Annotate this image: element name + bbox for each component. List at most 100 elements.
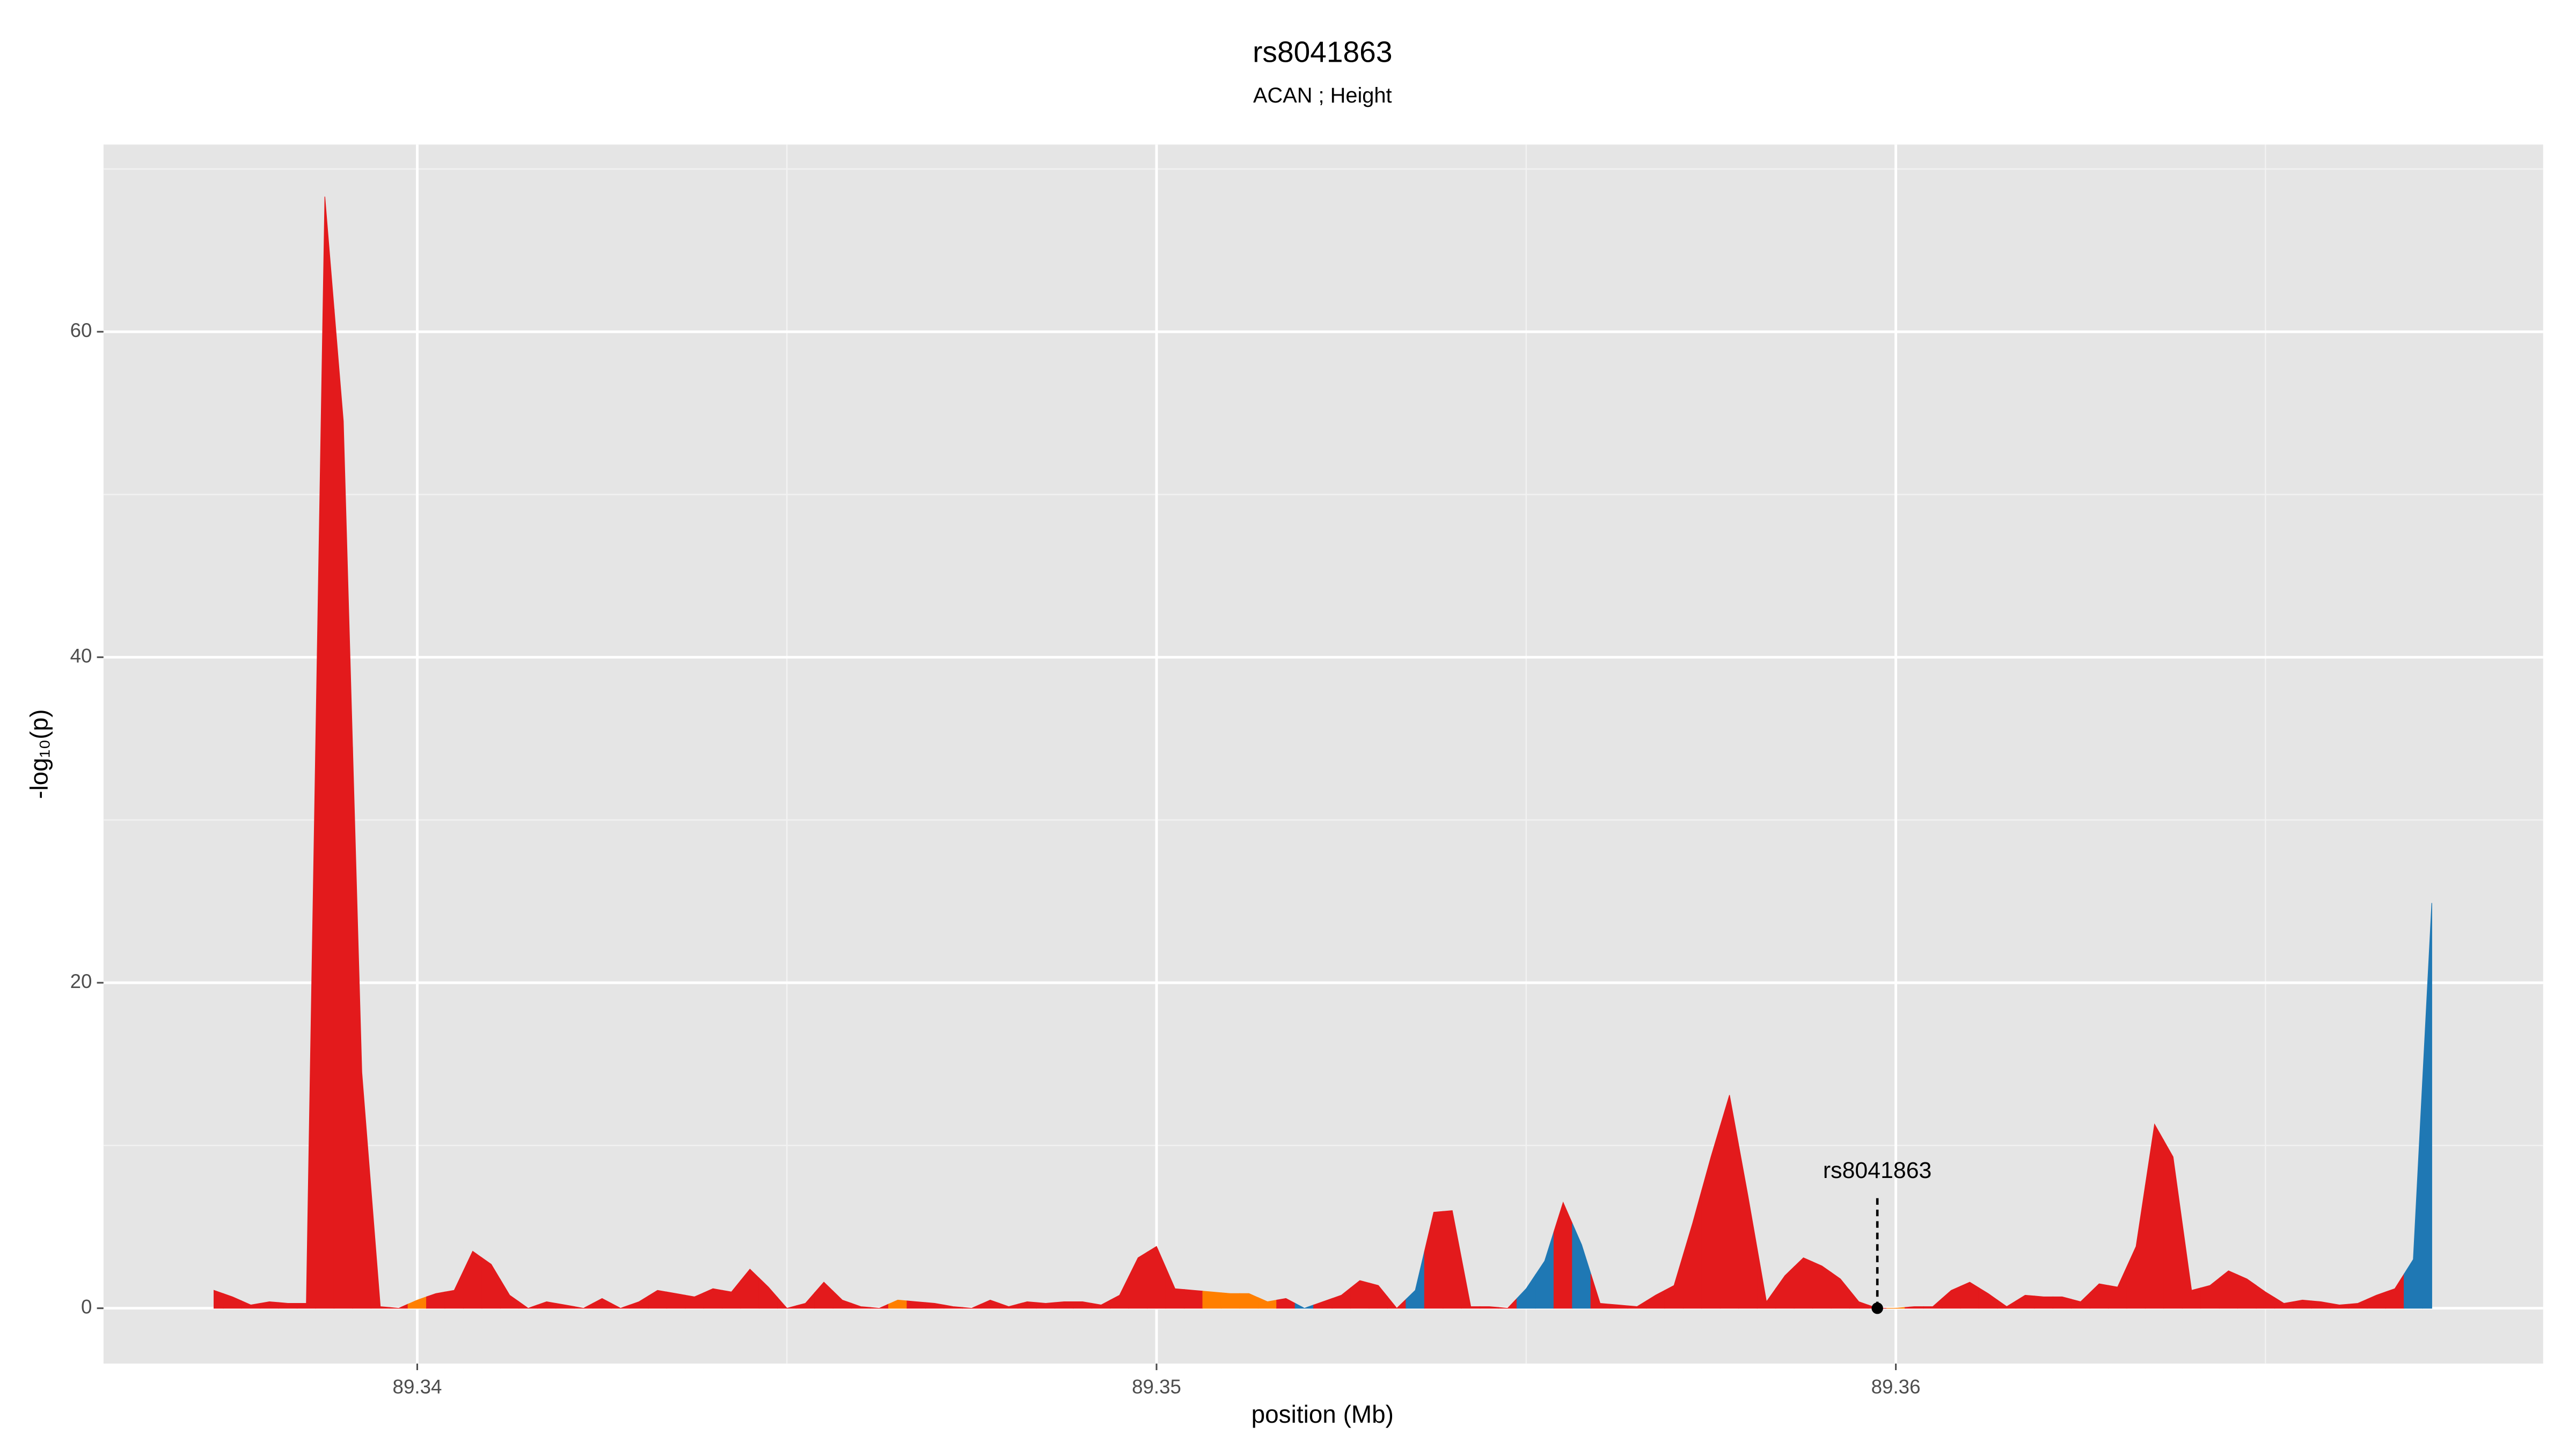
annotation-label: rs8041863 (1823, 1158, 1931, 1183)
area-segment (1331, 1287, 1351, 1309)
area-segment (1147, 1246, 1166, 1309)
area-segment (703, 1288, 723, 1309)
area-segment (1424, 1211, 1444, 1309)
area-segment (740, 1269, 760, 1309)
area-segment (444, 1270, 464, 1309)
area-segment (1091, 1299, 1111, 1309)
y-axis-title: -log₁₀(p) (25, 709, 53, 799)
area-segment (1220, 1292, 1240, 1309)
area-segment (2200, 1277, 2220, 1309)
area-segment (2293, 1299, 2312, 1309)
area-segment (426, 1291, 445, 1309)
area-segment (2145, 1123, 2164, 1309)
area-segment (1480, 1306, 1499, 1309)
area-segment (1738, 1145, 1758, 1309)
area-segment (1165, 1267, 1185, 1309)
area-segment (537, 1301, 557, 1309)
area-segment (2422, 903, 2432, 1309)
area-segment (906, 1300, 926, 1309)
area-segment (1036, 1302, 1056, 1309)
area-segment (2348, 1299, 2368, 1309)
area-segment (2256, 1285, 2275, 1309)
y-tick-label: 60 (70, 319, 92, 341)
area-segment (2126, 1185, 2146, 1309)
area-segment (2404, 1081, 2423, 1309)
area-segment (1498, 1297, 1518, 1309)
area-segment (1775, 1265, 1795, 1309)
area-segment (1313, 1298, 1333, 1309)
area-segment (1239, 1293, 1259, 1309)
x-tick-label: 89.35 (1132, 1375, 1181, 1397)
area-segment (943, 1304, 963, 1309)
area-segment (777, 1297, 797, 1309)
area-segment (980, 1299, 1000, 1309)
plot-background (103, 144, 2543, 1364)
area-segment (1719, 1095, 1739, 1309)
area-segment (2089, 1283, 2109, 1309)
area-segment (1609, 1304, 1628, 1309)
area-segment (888, 1299, 908, 1309)
area-segment (2182, 1223, 2201, 1309)
area-segment (1590, 1274, 1610, 1309)
area-segment (1682, 1190, 1702, 1309)
area-segment (555, 1302, 575, 1309)
area-segment (315, 196, 335, 1309)
area-segment (352, 747, 372, 1309)
area-segment (1942, 1285, 1961, 1309)
area-segment (2052, 1296, 2072, 1309)
area-segment (666, 1291, 686, 1309)
area-segment (2385, 1272, 2405, 1309)
area-segment (1831, 1271, 1850, 1309)
area-segment (1055, 1301, 1074, 1309)
area-segment (1849, 1289, 1869, 1309)
area-segment (962, 1304, 982, 1309)
area-segment (1572, 1223, 1591, 1309)
area-segment (2034, 1296, 2053, 1309)
area-segment (1461, 1258, 1481, 1309)
area-segment (1701, 1125, 1721, 1309)
area-segment (1812, 1261, 1832, 1309)
area-segment (463, 1250, 482, 1309)
area-segment (758, 1277, 778, 1309)
area-segment (814, 1282, 833, 1309)
area-segment (574, 1302, 594, 1309)
annotation-point (1871, 1302, 1883, 1314)
area-segment (241, 1300, 261, 1309)
area-segment (1646, 1290, 1665, 1309)
area-segment (1553, 1201, 1573, 1309)
area-segment (1516, 1274, 1536, 1309)
area-segment (333, 309, 353, 1309)
x-tick-label: 89.34 (393, 1375, 442, 1397)
chart-subtitle: ACAN ; Height (1253, 84, 1392, 107)
area-segment (389, 1304, 408, 1309)
area-segment (1073, 1301, 1093, 1309)
area-segment (297, 750, 316, 1309)
area-segment (2015, 1294, 2035, 1309)
chart-title: rs8041863 (1253, 35, 1392, 69)
area-segment (2274, 1297, 2294, 1309)
area-segment (278, 1302, 298, 1309)
area-segment (260, 1301, 279, 1309)
area-segment (1184, 1289, 1203, 1309)
area-segment (999, 1302, 1019, 1309)
area-segment (2237, 1274, 2257, 1309)
area-segment (2311, 1300, 2331, 1309)
area-segment (1368, 1282, 1388, 1309)
area-segment (1794, 1257, 1813, 1309)
area-segment (1757, 1248, 1776, 1309)
area-segment (214, 1290, 224, 1309)
area-segment (407, 1296, 427, 1309)
area-segment (1128, 1251, 1148, 1309)
area-segment (2163, 1139, 2183, 1309)
area-segment (1923, 1298, 1943, 1309)
area-segment (2108, 1267, 2127, 1309)
area-segment (500, 1278, 519, 1309)
area-segment (481, 1257, 501, 1309)
area-segment (518, 1301, 538, 1309)
area-segment (925, 1302, 945, 1309)
y-tick-label: 20 (70, 970, 92, 992)
x-axis-title: position (Mb) (1252, 1400, 1394, 1428)
area-segment (1960, 1282, 1980, 1309)
